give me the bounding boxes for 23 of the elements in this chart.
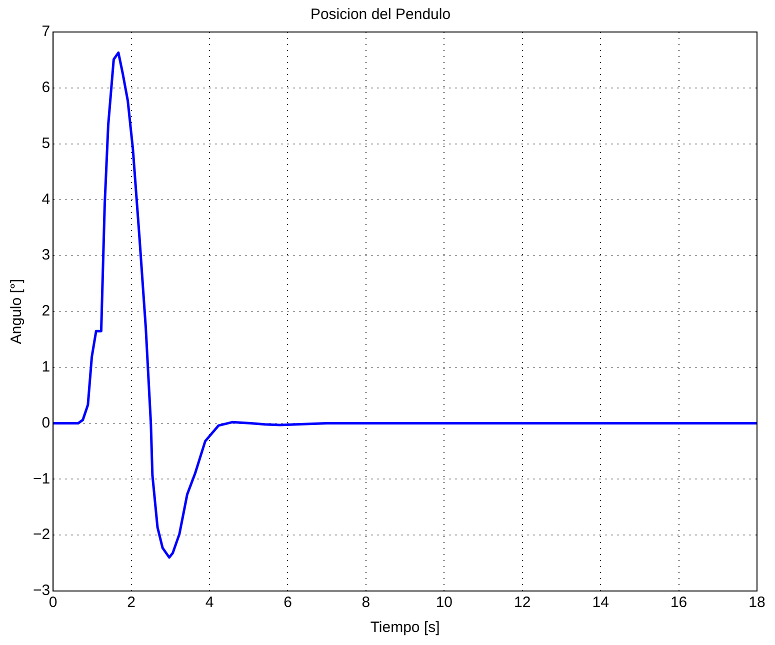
y-tick-label: −1 bbox=[32, 470, 50, 488]
x-tick-label: 2 bbox=[127, 594, 136, 612]
y-tick-label: −2 bbox=[32, 526, 50, 544]
y-tick-label: 2 bbox=[42, 302, 50, 320]
y-tick-label: 7 bbox=[42, 23, 50, 40]
y-tick-label: 1 bbox=[42, 358, 50, 376]
y-tick-label: −3 bbox=[32, 582, 50, 600]
x-tick-label: 16 bbox=[670, 594, 688, 612]
x-tick-label: 8 bbox=[362, 594, 370, 612]
x-tick-label: 6 bbox=[284, 594, 292, 612]
y-tick-label: 5 bbox=[42, 134, 50, 152]
y-axis-title: Angulo [°] bbox=[8, 278, 26, 344]
y-tick-label: 6 bbox=[42, 79, 50, 96]
x-tick-label: 14 bbox=[592, 594, 609, 612]
y-tick-label: 0 bbox=[42, 414, 50, 432]
x-tick-label: 18 bbox=[748, 594, 766, 612]
x-tick-label: 4 bbox=[205, 594, 214, 612]
y-tick-label: 3 bbox=[42, 246, 50, 264]
x-tick-label: 10 bbox=[436, 594, 452, 612]
chart-title: Posicion del Pendulo bbox=[310, 6, 451, 24]
x-tick-label: 12 bbox=[514, 594, 531, 612]
x-axis-title: Tiempo [s] bbox=[370, 619, 440, 636]
y-tick-label: 4 bbox=[42, 190, 50, 208]
